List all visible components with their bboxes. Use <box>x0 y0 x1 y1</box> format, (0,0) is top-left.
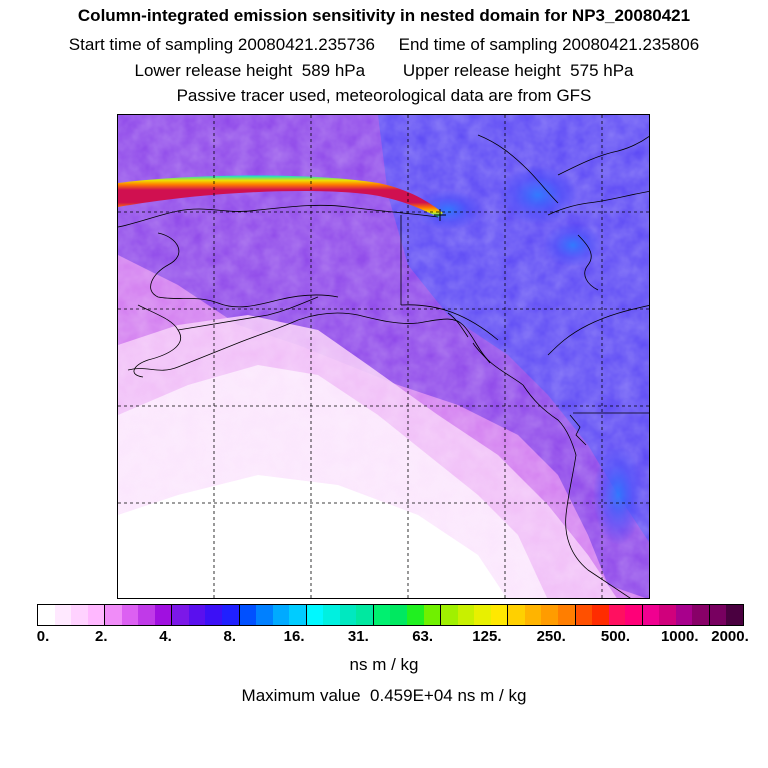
colorbar-tick: 63. <box>412 628 434 645</box>
colorbar-segment <box>289 605 307 625</box>
colorbar-tick: 31. <box>347 628 369 645</box>
coastlines <box>118 134 649 598</box>
colorbar-tick: 8. <box>223 628 237 645</box>
cyan-patch-3 <box>413 190 483 230</box>
colorbar-segment <box>407 605 424 625</box>
sampling-time-line: Start time of sampling 20080421.235736 E… <box>68 35 700 54</box>
colorbar-segment <box>154 605 173 625</box>
colorbar-tick: 125. <box>472 628 502 645</box>
cyan-patch-1 <box>498 165 578 225</box>
graticule <box>118 115 649 598</box>
colorbar-segment <box>172 605 189 625</box>
colorbar-segment <box>726 605 743 625</box>
release-height-line: Lower release height 589 hPa Upper relea… <box>134 61 634 80</box>
colorbar-segment <box>508 605 525 625</box>
colorbar-tick: 0. <box>36 628 50 645</box>
cyan-patch-4 <box>593 445 643 545</box>
colorbar-segment <box>557 605 576 625</box>
colorbar-segment <box>54 605 72 625</box>
colorbar-segment <box>659 605 676 625</box>
colorbar-segment <box>373 605 391 625</box>
colorbar-segment <box>205 605 223 625</box>
colorbar-tick: 2000. <box>711 628 749 645</box>
colorbar-segment <box>390 605 408 625</box>
colorbar-segment <box>105 605 122 625</box>
colorbar-segment <box>356 605 374 625</box>
colorbar-segment <box>138 605 155 625</box>
release-point-marker <box>434 209 446 221</box>
colorbar-segment <box>222 605 240 625</box>
colorbar-segment <box>490 605 509 625</box>
colorbar-segment <box>524 605 542 625</box>
colorbar-segment <box>188 605 206 625</box>
tracer-plume <box>118 175 443 217</box>
colorbar-segment <box>239 605 257 625</box>
colorbar-tick: 4. <box>159 628 172 645</box>
colorbar-segment <box>675 605 693 625</box>
colorbar-segment <box>692 605 710 625</box>
cyan-patch-2 <box>543 223 603 267</box>
colorbar-tick: 500. <box>600 628 631 645</box>
colorbar-segment <box>38 605 55 625</box>
colorbar-segment <box>541 605 558 625</box>
colorbar-segment <box>642 605 660 625</box>
colorbar-units: ns m / kg <box>349 655 419 674</box>
emission-sensitivity-map <box>117 114 650 599</box>
maximum-value-label: Maximum value 0.459E+04 ns m / kg <box>241 686 527 705</box>
colorbar-segment <box>575 605 593 625</box>
colorbar-segment <box>423 605 442 625</box>
colorbar-segment <box>256 605 273 625</box>
colorbar-segment <box>608 605 626 625</box>
colorbar-segment <box>457 605 475 625</box>
colorbar-tick: 250. <box>536 628 566 645</box>
political-boundaries <box>400 215 649 414</box>
colorbar-segment <box>625 605 643 625</box>
colorbar-segment <box>71 605 88 625</box>
colorbar-segment <box>306 605 324 625</box>
colorbar-segment <box>592 605 609 625</box>
colorbar-tick: 1000. <box>660 628 699 645</box>
colorbar-segment <box>87 605 106 625</box>
colorbar-segment <box>474 605 491 625</box>
map-canvas <box>118 115 649 598</box>
colorbar-segment <box>709 605 727 625</box>
colorbar-segment <box>121 605 139 625</box>
tracer-info-line: Passive tracer used, meteorological data… <box>176 86 592 105</box>
colorbar-segment <box>441 605 458 625</box>
colorbar-segment <box>272 605 290 625</box>
colorbar-segment <box>323 605 340 625</box>
colorbar <box>37 604 744 626</box>
colorbar-tick-labels: 0. 2. 4. 8. 16. 31. 63. 125. 250. 500. 1000. 2000. <box>0 628 768 648</box>
colorbar-tick: 2. <box>95 628 108 645</box>
colorbar-tick: 16. <box>283 628 305 645</box>
map-title: Column-integrated emission sensitivity i… <box>77 6 691 25</box>
colorbar-segment <box>339 605 357 625</box>
